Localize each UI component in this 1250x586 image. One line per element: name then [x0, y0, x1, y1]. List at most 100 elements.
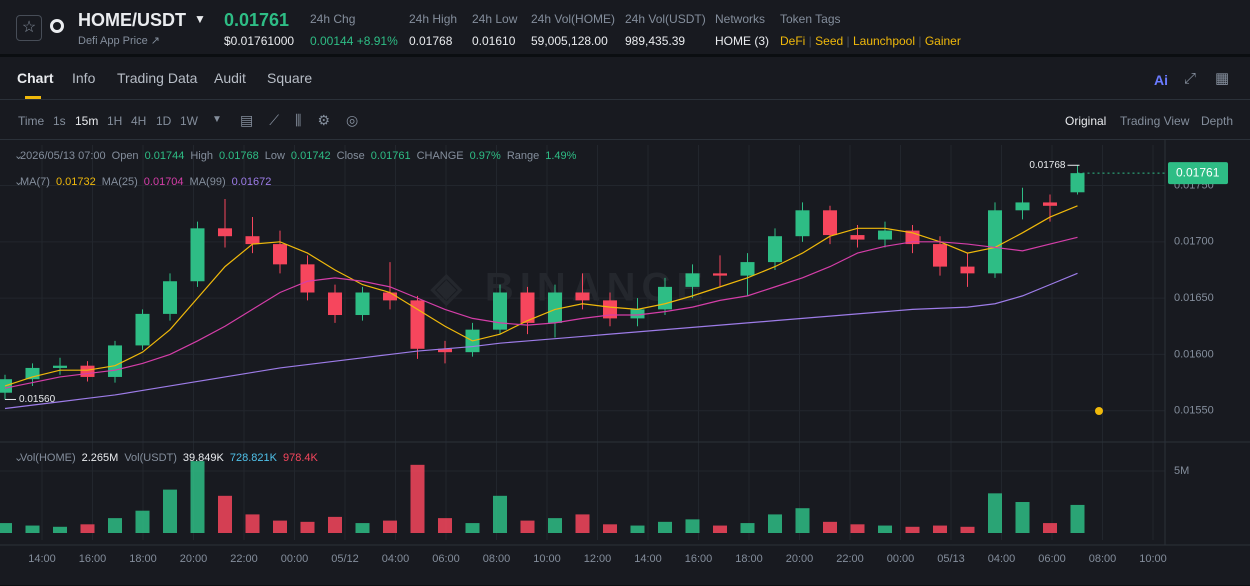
vol-value: 728.821K — [230, 452, 278, 464]
volume-bar — [0, 523, 12, 533]
candle-body — [988, 210, 1002, 274]
high-marker: 0.01768 — [1029, 160, 1066, 171]
interval-more[interactable]: ▼ — [212, 114, 222, 125]
x-tick-label: 04:00 — [988, 553, 1016, 565]
x-tick-label: 10:00 — [533, 553, 561, 565]
volume-bar — [713, 525, 727, 533]
interval[interactable]: Time — [18, 114, 45, 128]
candle-body — [493, 292, 507, 330]
candle-body — [163, 281, 177, 314]
view[interactable]: Trading View — [1120, 114, 1190, 128]
ma-value: 0.01704 — [144, 176, 184, 188]
x-tick-label: 00:00 — [887, 553, 915, 565]
legend-time: 2026/05/13 07:00 — [20, 150, 106, 162]
pair[interactable]: HOME/USDT — [78, 10, 186, 30]
tag[interactable]: Gainer — [924, 34, 961, 48]
interval[interactable]: 1s — [53, 114, 66, 128]
view[interactable]: Original — [1065, 114, 1107, 128]
legend-value: 0.01742 — [291, 150, 331, 162]
volume-bar — [410, 464, 425, 533]
interval[interactable]: 1W — [180, 114, 198, 128]
volume-bar — [520, 520, 535, 533]
tab[interactable]: Audit — [214, 70, 246, 86]
candle-body — [383, 292, 397, 301]
x-tick-label: 06:00 — [432, 553, 460, 565]
volume-bar — [218, 495, 232, 533]
candle-body — [713, 273, 727, 276]
legend-value: 0.01744 — [145, 150, 185, 162]
volume-bar — [438, 518, 452, 533]
token-icon — [50, 19, 64, 33]
x-tick-label: 10:00 — [1139, 553, 1167, 565]
stat-label: 24h Chg — [310, 12, 356, 26]
stat-value: 59,005,128.00 — [531, 34, 608, 48]
tab[interactable]: Chart — [17, 70, 54, 86]
vol-name: Vol(USDT) — [124, 452, 177, 464]
ma-name: MA(7) — [20, 176, 50, 188]
tag[interactable]: DeFi — [780, 34, 806, 48]
volume-bar — [25, 525, 40, 533]
tag[interactable]: Seed — [815, 34, 844, 48]
legend-label: Close — [337, 150, 365, 162]
candle-body — [53, 365, 67, 368]
volume-bar — [355, 523, 370, 533]
tab[interactable]: Square — [267, 70, 313, 86]
candle-body — [740, 262, 755, 276]
x-tick-label: 14:00 — [28, 553, 56, 565]
favorite[interactable]: ☆ — [16, 15, 42, 41]
x-tick-label: 04:00 — [382, 553, 410, 565]
stat-value: 0.01610 — [472, 34, 516, 48]
candle-body — [1015, 202, 1030, 211]
ma-name: MA(99) — [190, 176, 226, 188]
legend-label: Low — [265, 150, 285, 162]
collapse: ⌄ — [14, 452, 23, 464]
subtitle[interactable]: Defi App Price ↗ — [78, 35, 160, 47]
interval[interactable]: 1H — [107, 114, 123, 128]
tag[interactable]: Launchpool — [852, 34, 916, 48]
legend-value: 1.49% — [545, 150, 576, 162]
legend-label: Open — [112, 150, 139, 162]
dropdown[interactable]: ▼ — [194, 12, 206, 26]
vol-value: 978.4K — [283, 452, 319, 464]
tab[interactable]: Info — [72, 70, 96, 86]
tab[interactable]: Trading Data — [117, 70, 198, 86]
x-tick-label: 12:00 — [584, 553, 612, 565]
volume-bar — [905, 526, 920, 533]
y-tick-label: 0.01700 — [1174, 236, 1214, 248]
volume-bar — [245, 514, 260, 533]
layout[interactable]: ▦ — [1215, 70, 1230, 87]
interval[interactable]: 4H — [131, 114, 147, 128]
view[interactable]: Depth — [1201, 114, 1234, 128]
tool-icons[interactable]: ▤⟋⫼⚙◎ — [240, 112, 375, 128]
chart: 0.015500.016000.016500.017000.017505M14:… — [0, 140, 1250, 565]
interval[interactable]: 1D — [156, 114, 172, 128]
fullscreen[interactable]: ⤢ — [1184, 70, 1197, 87]
watermark: ◈ BINANCE — [430, 266, 709, 310]
ai-button[interactable]: Ai — [1154, 72, 1168, 88]
candle-body — [218, 228, 232, 237]
volume-bar — [960, 526, 975, 533]
y-tick-label: 0.01550 — [1174, 405, 1214, 417]
candle-body — [878, 230, 892, 240]
y-tick-label: 0.01650 — [1174, 292, 1214, 304]
volume-bar — [190, 461, 205, 533]
x-tick-label: 20:00 — [180, 553, 208, 565]
candle-body — [795, 210, 810, 237]
stat-value: 0.01768 — [409, 34, 453, 48]
volume-bar — [548, 518, 562, 533]
candle-body — [108, 345, 122, 377]
candle-body — [768, 236, 782, 263]
candle-body — [630, 309, 645, 319]
volume-bar — [108, 518, 122, 533]
candle-body — [410, 300, 425, 349]
y-tick-label: 0.01600 — [1174, 348, 1214, 360]
interval[interactable]: 15m — [75, 114, 99, 128]
legend-label: Range — [507, 150, 539, 162]
candle-body — [25, 367, 40, 380]
volume-bar — [300, 521, 315, 533]
volume-bar — [80, 524, 95, 533]
candle-body — [575, 292, 590, 301]
candle-body — [190, 228, 205, 282]
volume-bar — [988, 493, 1002, 533]
volume-bar — [823, 521, 837, 533]
